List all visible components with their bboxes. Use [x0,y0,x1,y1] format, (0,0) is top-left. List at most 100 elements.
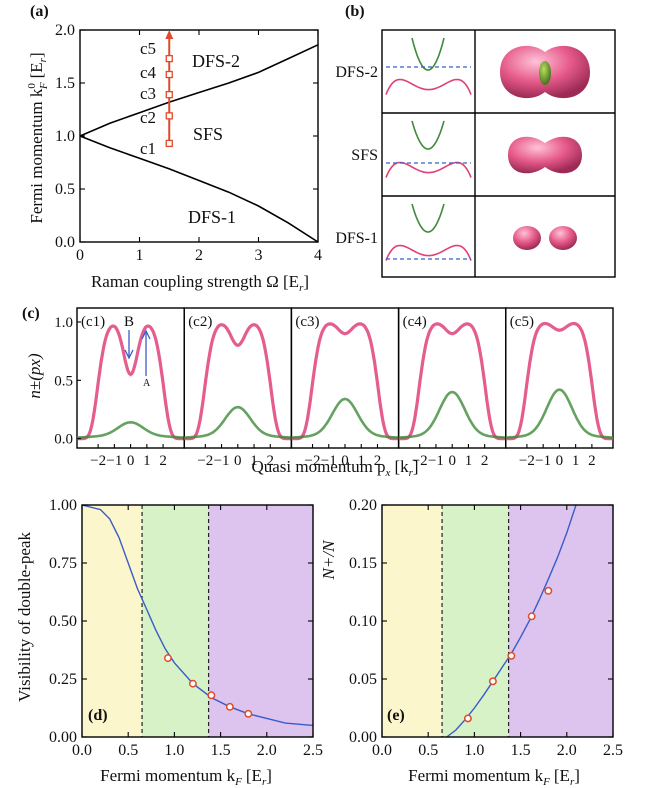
x-tick-label: 0 [556,453,564,469]
x-tick-label: 1.5 [511,742,531,759]
x-tick-label: 1 [357,453,365,469]
row-label-dfs1: DFS-1 [335,230,378,247]
x-tick-label: 1.0 [464,742,484,759]
x-tick-label: −1 [535,453,551,469]
magenta-trace [291,322,399,441]
subpanel-label: (c5) [510,314,534,330]
x-tick-label: −2 [90,453,106,469]
x-tick-label: −1 [214,453,230,469]
y-tick-label: 2.0 [55,22,75,39]
data-point [463,714,472,723]
region-label-dfs1: DFS-1 [188,207,236,227]
fermi-surface-dfs1 [513,226,577,250]
panel-c-ylabel: n±(px) [25,353,44,399]
marker-label-c2: c2 [140,108,156,127]
region-label-sfs: SFS [193,124,223,144]
green-trace [398,390,506,439]
x-tick-label: 1 [136,247,144,264]
upper-phase-boundary [79,44,319,137]
magenta-trace [77,324,185,441]
x-tick-label: 0 [76,247,84,264]
marker-c4 [165,70,173,79]
magenta-trace [505,321,613,441]
subpanel-label: (c2) [188,314,212,330]
arrow-A-icon [141,329,151,376]
fermi-surface-blob-icon [549,226,577,250]
marker-label-c1: c1 [140,139,156,158]
x-tick-label: 3 [255,247,263,264]
x-tick-label: 2 [159,453,167,469]
fit-curve [81,504,314,727]
y-tick-label: 0.25 [49,671,77,688]
marker-c5 [165,54,173,63]
panel-a: (a) 0 1 2 3 4 0.0 0.5 1.0 1.5 2.0 DFS-2 SFS DFS-1… [26,3,322,294]
panel-d-label: (d) [88,707,108,724]
x-tick-label: 2.0 [557,742,577,759]
x-tick-label: 2.5 [603,742,623,759]
subpanel-label: (c1) [81,314,105,330]
arrow-head-icon [165,30,174,39]
panel-a-ticks: 0 1 2 3 4 0.0 0.5 1.0 1.5 2.0 [55,22,322,264]
x-tick-label: 0 [127,453,135,469]
row-label-dfs2: DFS-2 [335,64,378,81]
data-point [207,691,216,700]
x-tick-label: 1.0 [164,742,184,759]
marker-c1 [165,139,173,148]
x-tick-label: 0.0 [72,742,92,759]
y-tick-label: 0.75 [49,555,77,572]
x-tick-label: −2 [197,453,213,469]
marker-label-c5: c5 [140,39,156,58]
panel-b-label: (b) [345,3,365,20]
row-label-sfs: SFS [351,147,378,164]
panel-c: (c) −2 −1 0 1 2(c1)0.00.51.0−2 −1 0 1 2(c2)−2 −1 0… [22,305,614,479]
subpanel-c5: −2 −1 0 1 2 (c5) [505,307,614,469]
panel-c-label: (c) [22,305,40,322]
lower-band-icon [385,78,472,95]
lower-band-icon [385,244,472,261]
phase-region [142,505,209,737]
c-markers [165,30,174,148]
y-tick-label: 0.00 [349,729,377,746]
magenta-trace [398,322,506,441]
x-tick-label: −1 [428,453,444,469]
panel-e: 0.0 0.5 1.0 1.5 2.0 2.5 0.00 0.05 0.10 0.15 0.20 (… [319,497,623,788]
phase-region [382,505,443,737]
marker-c2 [165,112,173,120]
upper-band-icon [411,37,445,71]
x-tick-label: 4 [314,247,322,264]
x-tick-label: 1.5 [211,742,231,759]
x-tick-label: 2.0 [257,742,277,759]
x-tick-label: 0.5 [418,742,438,759]
panel-d-xlabel: Fermi momentum kF [Er] [100,766,272,788]
panel-d: 0.0 0.5 1.0 1.5 2.0 2.5 0.00 0.25 0.50 0.75 1.00 (… [15,497,323,788]
x-tick-label: −1 [106,453,122,469]
marker-c3 [165,91,173,99]
panel-e-xlabel: Fermi momentum kF [Er] [408,766,580,788]
fermi-surface-blob-icon [513,226,541,250]
marker-label-c4: c4 [140,63,157,82]
x-tick-label: 0.5 [118,742,138,759]
fermi-surface-dfs2 [500,45,590,99]
y-tick-label: 0.0 [55,234,75,251]
y-tick-label: 0.5 [55,181,75,198]
subpanel-c1: −2 −1 0 1 2 (c1) 0.0 0.5 1.0 [54,307,185,469]
data-point [507,651,516,660]
y-tick-label: 0.05 [349,671,377,688]
inner-surface-icon [539,61,551,85]
y-tick-label: 0.5 [54,373,73,389]
y-tick-label: 0.15 [349,555,377,572]
phase-region [442,505,509,737]
panel-e-label: (e) [387,707,405,724]
x-tick-label: −2 [412,453,428,469]
y-tick-label: 1.5 [55,75,75,92]
y-tick-label: 0.50 [49,613,77,630]
x-tick-label: −1 [321,453,337,469]
phase-region [208,505,313,737]
y-tick-label: 1.0 [54,315,73,331]
panel-a-xlabel: Raman coupling strength Ω [Er] [91,272,309,294]
x-tick-label: 2 [267,453,275,469]
fraction-plot: 0.0 0.5 1.0 1.5 2.0 2.5 0.00 0.05 0.10 0.15 0.20 [349,497,623,759]
subpanel-label: (c3) [295,314,319,330]
fermi-surface-sfs [508,136,582,174]
